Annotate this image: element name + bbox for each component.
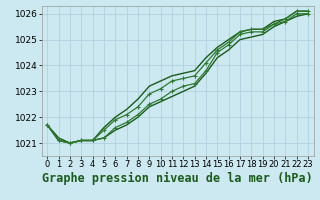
X-axis label: Graphe pression niveau de la mer (hPa): Graphe pression niveau de la mer (hPa) (42, 172, 313, 185)
